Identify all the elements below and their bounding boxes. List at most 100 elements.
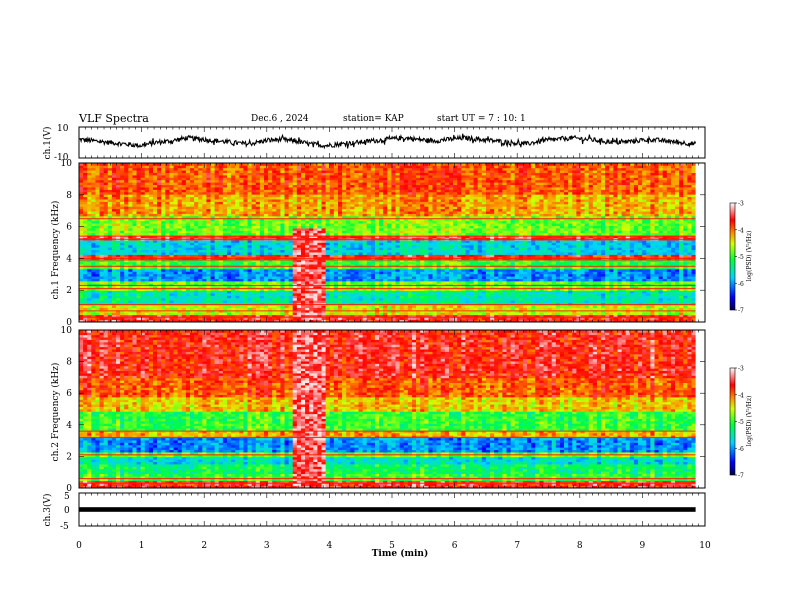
spectrogram-cell <box>272 288 277 292</box>
spectrogram-cell <box>239 273 244 277</box>
spectrogram-cell <box>374 269 380 272</box>
spectrogram-cell <box>161 201 166 205</box>
spectrogram-cell <box>128 208 133 212</box>
spectrogram-cell <box>116 312 121 316</box>
spectrogram-cell <box>87 288 92 292</box>
spectrogram-cell <box>337 295 343 299</box>
spectrogram-cell <box>99 177 105 181</box>
spectrogram-cell <box>214 194 220 198</box>
spectrogram-cell <box>243 175 248 178</box>
spectrogram-cell <box>144 300 150 304</box>
spectrogram-cell <box>132 283 137 287</box>
spectrogram-cell <box>255 179 261 183</box>
spectrogram-cell <box>87 206 92 210</box>
spectrogram-cell <box>276 266 281 270</box>
spectrogram-cell <box>263 266 269 270</box>
spectrogram-cell <box>198 300 203 304</box>
spectrogram-cell <box>181 163 187 166</box>
spectrogram-cell <box>305 199 310 202</box>
spectrogram-cell <box>243 269 248 272</box>
spectrogram-cell <box>243 187 248 190</box>
spectrogram-cell <box>342 254 347 258</box>
spectrogram-cell <box>136 252 142 255</box>
spectrogram-cell <box>214 269 220 272</box>
spectrogram-cell <box>342 167 347 171</box>
spectrogram-cell <box>91 163 96 166</box>
spectrogram-cell <box>259 314 265 318</box>
spectrogram-cell <box>325 170 331 173</box>
spectrogram-cell <box>325 259 331 263</box>
spectrogram-cell <box>140 276 146 279</box>
spectrogram-cell <box>185 261 191 265</box>
spectrogram-cell <box>79 242 84 246</box>
spectrogram-cell <box>317 220 322 224</box>
spectrogram-cell <box>210 163 215 166</box>
spectrogram-cell <box>321 170 326 173</box>
spectrogram-cell <box>218 276 224 279</box>
spectrogram-cell <box>313 305 318 308</box>
spectrogram-cell <box>358 242 363 246</box>
spectrogram-cell <box>296 273 302 277</box>
spectrogram-cell <box>226 240 232 243</box>
spectrogram-cell <box>259 305 265 308</box>
spectrogram-cell <box>99 295 105 299</box>
spectrogram-cell <box>362 276 368 279</box>
spectrogram-cell <box>362 172 368 176</box>
spectrogram-cell <box>251 218 257 222</box>
spectrogram-cell <box>366 230 372 234</box>
spectrogram-cell <box>358 269 363 272</box>
spectrogram-cell <box>370 187 376 190</box>
spectrogram-cell <box>198 165 203 169</box>
spectrogram-cell <box>280 259 285 263</box>
spectrogram-cell <box>337 213 343 217</box>
spectrogram-cell <box>226 295 232 299</box>
spectrogram-cell <box>181 199 187 202</box>
spectrogram-cell <box>321 317 326 320</box>
spectrogram-cell <box>284 201 289 205</box>
spectrogram-cell <box>87 293 92 296</box>
spectrogram-cell <box>152 179 158 183</box>
spectrogram-cell <box>173 244 179 248</box>
spectrogram-cell <box>305 240 310 243</box>
spectrogram-cell <box>152 254 158 258</box>
spectrogram-cell <box>321 225 326 229</box>
spectrogram-cell <box>79 182 84 186</box>
spectrogram-cell <box>189 211 195 214</box>
spectrogram-cell <box>370 170 376 173</box>
spectrogram-cell <box>362 199 368 202</box>
spectrogram-cell <box>95 266 100 270</box>
spectrogram-cell <box>263 305 269 308</box>
spectrogram-cell <box>152 201 158 205</box>
spectrogram-cell <box>214 293 220 296</box>
spectrogram-cell <box>83 259 88 263</box>
spectrogram-cell <box>111 189 117 193</box>
spectrogram-cell <box>325 305 331 308</box>
spectrogram-cell <box>346 218 351 222</box>
spectrogram-cell <box>198 252 203 255</box>
spectrogram-cell <box>148 252 154 255</box>
spectrogram-cell <box>325 228 331 231</box>
spectrogram-cell <box>83 187 88 190</box>
spectrogram-cell <box>243 228 248 231</box>
spectrogram-cell <box>333 271 339 275</box>
spectrogram-cell <box>222 242 228 246</box>
spectrogram-cell <box>189 206 195 210</box>
spectrogram-cell <box>107 228 113 231</box>
spectrogram-cell <box>206 167 211 171</box>
spectrogram-cell <box>317 172 322 176</box>
spectrogram-cell <box>165 189 170 193</box>
spectrogram-cell <box>124 295 129 299</box>
spectrogram-cell <box>181 208 187 212</box>
spectrogram-cell <box>165 225 170 229</box>
spectrogram-cell <box>374 244 380 248</box>
spectrogram-cell <box>165 199 170 202</box>
spectrogram-cell <box>259 177 265 181</box>
spectrogram-cell <box>358 223 363 226</box>
spectrogram-cell <box>144 170 150 173</box>
spectrogram-cell <box>243 247 248 251</box>
spectrogram-cell <box>103 220 109 224</box>
spectrogram-cell <box>169 290 174 294</box>
spectrogram-cell <box>120 228 125 231</box>
spectrogram-cell <box>255 220 261 224</box>
spectrogram-cell <box>350 285 355 289</box>
